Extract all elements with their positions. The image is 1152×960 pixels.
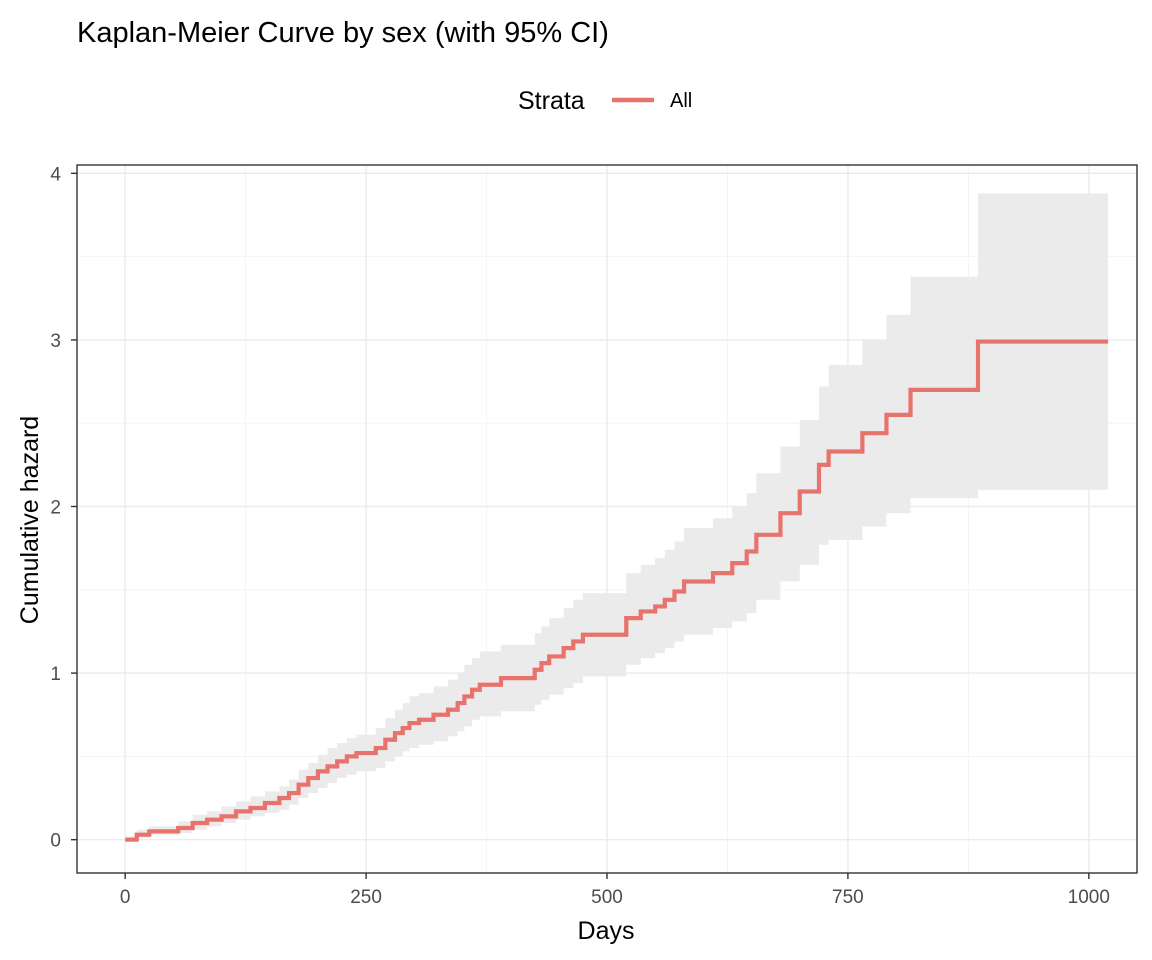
y-tick-label: 0 <box>50 831 61 852</box>
x-tick-label: 0 <box>120 887 131 908</box>
y-tick-label: 4 <box>50 164 61 185</box>
y-tick-label: 2 <box>50 498 61 519</box>
legend-entry-label: All <box>670 90 692 112</box>
series-line-all <box>125 339 1109 842</box>
y-axis-title: Cumulative hazard <box>16 416 44 624</box>
legend: Strata All <box>518 87 692 115</box>
ci-band <box>125 193 1109 840</box>
legend-title: Strata <box>518 87 585 115</box>
x-tick-label: 750 <box>832 887 864 908</box>
x-axis-title: Days <box>578 917 635 945</box>
chart-title: Kaplan-Meier Curve by sex (with 95% CI) <box>77 17 609 49</box>
x-tick-label: 1000 <box>1068 887 1110 908</box>
y-tick-label: 3 <box>50 331 61 352</box>
y-tick-label: 1 <box>50 664 61 685</box>
x-tick-label: 250 <box>350 887 382 908</box>
plot-area: 0 250 500 750 1000 0 1 2 3 4 <box>50 164 1138 908</box>
x-tick-label: 500 <box>591 887 623 908</box>
